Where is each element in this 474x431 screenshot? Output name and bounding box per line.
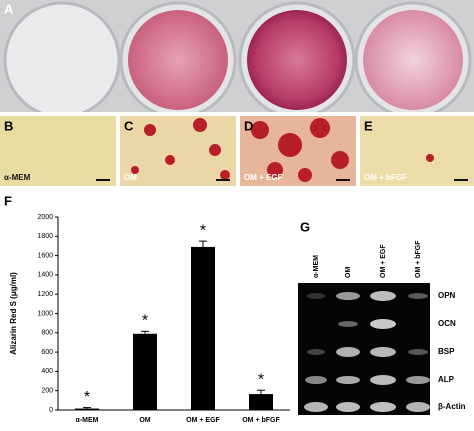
row-label: OPN <box>438 291 456 300</box>
y-axis-label: Alizarin Red S (μg/ml) <box>9 272 18 355</box>
error-bar <box>199 240 207 247</box>
y-tick-label: 0 <box>49 407 53 414</box>
micrographs <box>0 116 474 186</box>
panel-label: A <box>4 1 14 16</box>
panel-label: F <box>4 193 12 208</box>
panel-label: C <box>124 118 134 133</box>
y-tick-label: 400 <box>41 368 53 375</box>
bar <box>191 246 215 410</box>
lane-label: OM + bFGF <box>415 240 422 278</box>
bar <box>133 333 157 410</box>
wells-photo <box>0 0 474 112</box>
bar <box>249 394 273 410</box>
error-bar <box>257 389 265 395</box>
row-label: OCN <box>438 319 456 328</box>
significance-marker: * <box>84 389 90 406</box>
significance-marker: * <box>258 371 264 388</box>
micrograph-caption: OM + EGF <box>244 173 283 182</box>
lane-label: OM + EGF <box>380 244 387 278</box>
x-tick-label: OM + EGF <box>186 417 220 424</box>
error-bar <box>83 407 91 409</box>
panel-label: G <box>300 219 310 234</box>
micrograph-caption: OM <box>124 173 137 182</box>
panel-label: D <box>244 118 253 133</box>
row-label: β-Actin <box>438 402 466 411</box>
y-tick-label: 1400 <box>37 272 53 279</box>
micrograph-caption: α-MEM <box>4 173 31 182</box>
y-tick-label: 1800 <box>37 233 53 240</box>
y-tick-label: 2000 <box>37 214 53 221</box>
micrograph-caption: OM + bFGF <box>364 173 407 182</box>
gel <box>298 283 430 415</box>
row-label: ALP <box>438 375 455 384</box>
y-tick-label: 1600 <box>37 252 53 259</box>
x-tick-label: OM + bFGF <box>242 417 280 424</box>
y-tick-label: 1200 <box>37 291 53 298</box>
panel-label: B <box>4 118 13 133</box>
y-tick-label: 200 <box>41 388 53 395</box>
x-tick-label: OM <box>139 417 150 424</box>
row-label: BSP <box>438 347 455 356</box>
panel-label: E <box>364 118 373 133</box>
error-bar <box>141 330 149 334</box>
significance-marker: * <box>142 313 148 330</box>
lane-label: OM <box>345 267 352 278</box>
x-tick-label: α-MEM <box>76 417 99 424</box>
significance-marker: * <box>200 222 206 239</box>
y-tick-label: 800 <box>41 330 53 337</box>
bar <box>75 408 99 410</box>
lane-label: α-MEM <box>313 255 320 278</box>
y-tick-label: 600 <box>41 349 53 356</box>
y-tick-label: 1000 <box>37 310 53 317</box>
